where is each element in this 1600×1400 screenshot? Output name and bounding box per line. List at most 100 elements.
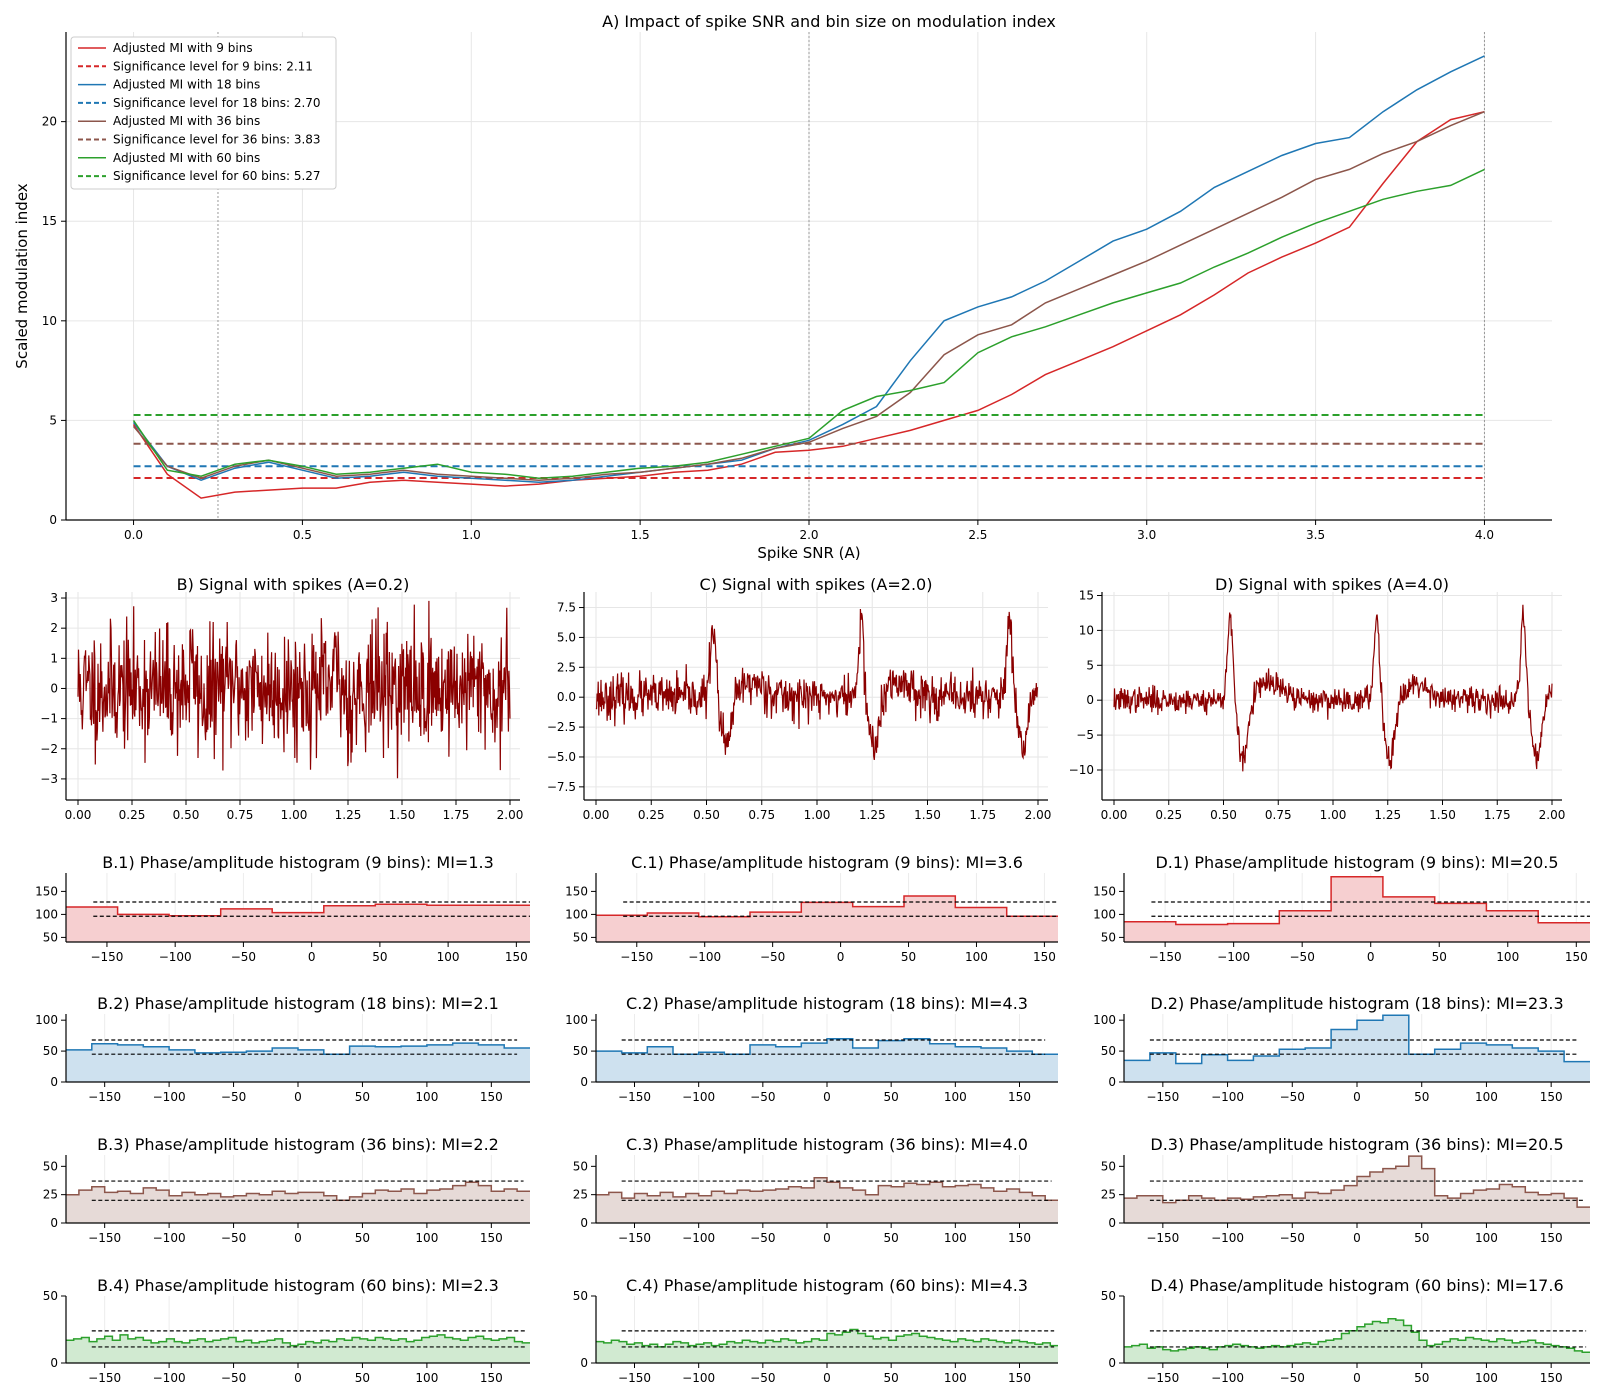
x-tick-label: 100 xyxy=(944,1371,967,1385)
y-tick-label: 100 xyxy=(35,907,58,921)
x-tick-label: 1.00 xyxy=(804,808,831,822)
histogram-fill xyxy=(596,896,1058,942)
y-tick-label: 50 xyxy=(43,1289,58,1303)
legend-frame xyxy=(70,36,337,190)
x-tick-label: −100 xyxy=(1211,1231,1244,1245)
x-tick-label: −150 xyxy=(88,1231,121,1245)
x-tick-label: 0.00 xyxy=(1101,808,1128,822)
histogram-c3: −150 −100 −50 0 50 100 150 0 25 50 C.3) Phase/ampl… xyxy=(573,1135,1058,1245)
chart-title: D.1) Phase/amplitude histogram (9 bins):… xyxy=(1155,853,1558,872)
chart-title: B.3) Phase/amplitude histogram (36 bins)… xyxy=(97,1135,499,1154)
x-tick-label: 0.0 xyxy=(124,528,143,542)
legend-entry: Adjusted MI with 36 bins xyxy=(113,114,260,128)
x-tick-label: 50 xyxy=(372,950,387,964)
y-tick-label: 50 xyxy=(1101,1159,1116,1173)
y-tick-label: 0 xyxy=(580,1356,588,1370)
x-tick-label: −150 xyxy=(618,1371,651,1385)
y-tick-label: 150 xyxy=(565,884,588,898)
x-tick-label: −50 xyxy=(750,1090,775,1104)
x-tick-label: −100 xyxy=(682,1090,715,1104)
chart-title: D) Signal with spikes (A=4.0) xyxy=(1215,575,1449,594)
x-tick-label: 2.5 xyxy=(968,528,987,542)
x-tick-label: 150 xyxy=(1540,1371,1563,1385)
x-tick-label: 150 xyxy=(1033,950,1056,964)
histogram-step xyxy=(596,1176,1058,1202)
x-tick-label: −100 xyxy=(1211,1371,1244,1385)
x-tick-label: −50 xyxy=(750,1231,775,1245)
x-tick-label: −100 xyxy=(682,1371,715,1385)
y-tick-label: 100 xyxy=(35,1013,58,1027)
x-tick-label: 0.5 xyxy=(293,528,312,542)
y-tick-label: −3 xyxy=(40,772,58,786)
x-tick-label: 1.75 xyxy=(443,808,470,822)
x-tick-label: −150 xyxy=(1146,1231,1179,1245)
x-tick-label: 2.00 xyxy=(497,808,524,822)
x-tick-label: 0.25 xyxy=(638,808,665,822)
x-tick-label: 0.50 xyxy=(173,808,200,822)
y-tick-label: 5 xyxy=(1086,658,1094,672)
y-tick-label: 3 xyxy=(50,591,58,605)
x-tick-label: −150 xyxy=(1146,1371,1179,1385)
x-tick-label: −50 xyxy=(750,1371,775,1385)
x-tick-label: −50 xyxy=(231,950,256,964)
signal-trace xyxy=(595,608,1039,760)
y-tick-label: 0 xyxy=(50,1216,58,1230)
y-tick-label: 50 xyxy=(573,930,588,944)
x-tick-label: 0 xyxy=(1353,1231,1361,1245)
x-tick-label: 0.25 xyxy=(1155,808,1182,822)
histogram-fill xyxy=(596,1329,1058,1363)
y-tick-label: 2.5 xyxy=(557,660,576,674)
y-tick-label: −5.0 xyxy=(547,750,576,764)
x-tick-label: 0 xyxy=(294,1231,302,1245)
y-tick-label: 0 xyxy=(50,1075,58,1089)
mi-series-line xyxy=(132,110,1485,499)
x-tick-label: 100 xyxy=(965,950,988,964)
chart-title: C.1) Phase/amplitude histogram (9 bins):… xyxy=(631,853,1023,872)
y-tick-label: 150 xyxy=(35,884,58,898)
histogram-step xyxy=(1124,1014,1590,1065)
chart-title: D.3) Phase/amplitude histogram (36 bins)… xyxy=(1150,1135,1563,1154)
x-tick-label: 150 xyxy=(505,950,528,964)
x-tick-label: 100 xyxy=(415,1371,438,1385)
x-tick-label: 50 xyxy=(884,1090,899,1104)
x-tick-label: 0 xyxy=(823,1231,831,1245)
histogram-c1: −150 −100 −50 0 50 100 150 50 100 150 C.1) Phase/a… xyxy=(565,853,1058,964)
y-tick-label: 100 xyxy=(1093,1013,1116,1027)
x-tick-label: 50 xyxy=(884,1231,899,1245)
y-tick-label: 0.0 xyxy=(557,690,576,704)
y-tick-label: 50 xyxy=(1101,1044,1116,1058)
x-tick-label: 1.0 xyxy=(462,528,481,542)
x-tick-label: 150 xyxy=(1008,1090,1031,1104)
x-tick-label: 0 xyxy=(1353,1090,1361,1104)
x-tick-label: 0.75 xyxy=(748,808,775,822)
x-tick-label: −150 xyxy=(618,1231,651,1245)
x-tick-label: 50 xyxy=(355,1371,370,1385)
y-tick-label: 0 xyxy=(580,1216,588,1230)
x-tick-label: 150 xyxy=(1008,1231,1031,1245)
histogram-d4: −150 −100 −50 0 50 100 150 0 50 D.4) Phase/amplit… xyxy=(1101,1276,1590,1385)
x-tick-label: −50 xyxy=(221,1090,246,1104)
y-tick-label: 15 xyxy=(1079,588,1094,602)
x-tick-label: 0 xyxy=(308,950,316,964)
x-tick-label: −150 xyxy=(1149,950,1182,964)
legend-entry: Significance level for 9 bins: 2.11 xyxy=(113,59,313,73)
y-tick-label: 50 xyxy=(573,1289,588,1303)
y-tick-label: 25 xyxy=(43,1188,58,1202)
histogram-fill xyxy=(596,1038,1058,1082)
x-tick-label: −150 xyxy=(88,1090,121,1104)
x-tick-label: −150 xyxy=(90,950,123,964)
x-tick-label: 0 xyxy=(823,1090,831,1104)
x-tick-label: 150 xyxy=(480,1090,503,1104)
x-tick-label: 150 xyxy=(1540,1090,1563,1104)
x-tick-label: 0.25 xyxy=(119,808,146,822)
y-tick-label: 50 xyxy=(43,930,58,944)
x-tick-label: 1.00 xyxy=(281,808,308,822)
x-tick-label: 0.75 xyxy=(1265,808,1292,822)
y-tick-label: 0 xyxy=(50,1356,58,1370)
x-tick-label: 50 xyxy=(1414,1371,1429,1385)
x-tick-label: −100 xyxy=(159,950,192,964)
y-tick-label: −2 xyxy=(40,742,58,756)
x-tick-label: 100 xyxy=(1475,1231,1498,1245)
histogram-step xyxy=(66,1181,530,1202)
x-tick-label: 1.5 xyxy=(631,528,650,542)
